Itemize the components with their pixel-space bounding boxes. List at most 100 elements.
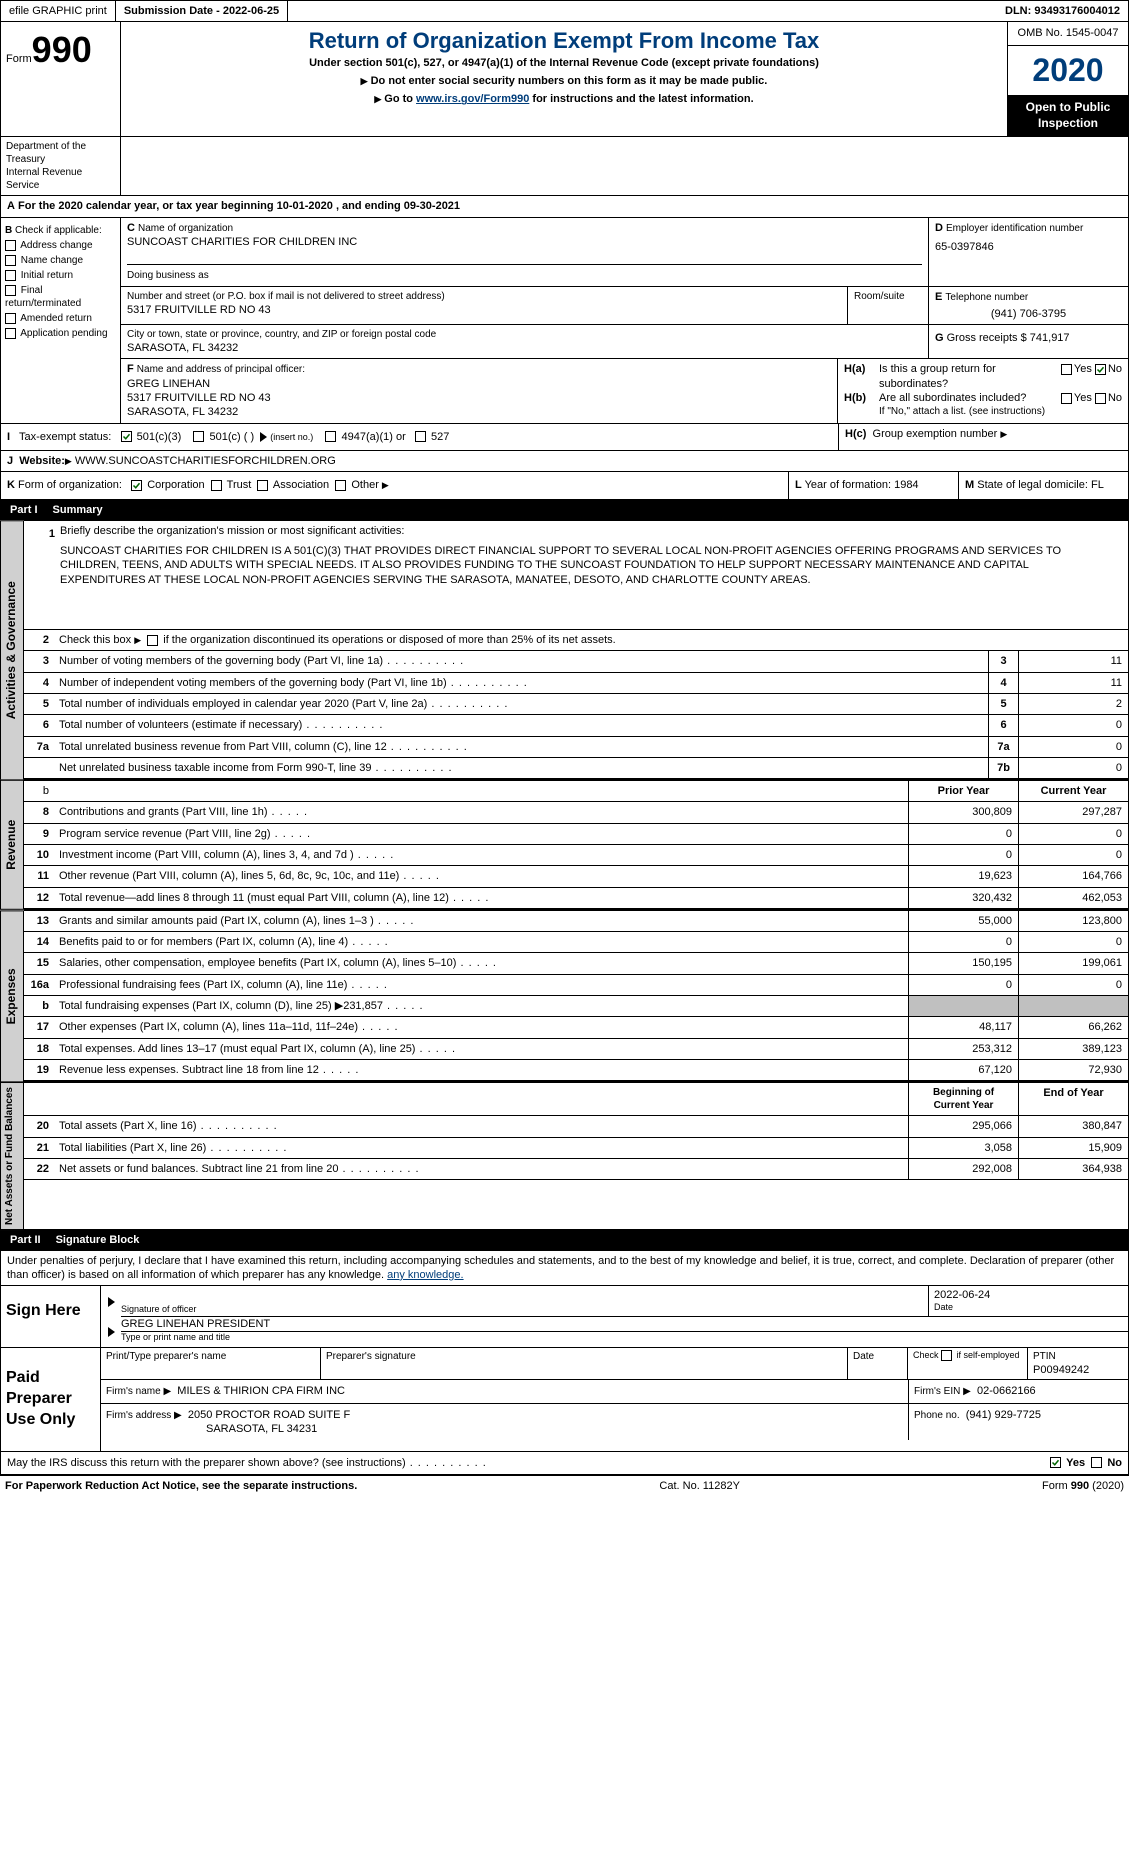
officer-name-title: GREG LINEHAN PRESIDENT	[121, 1317, 1128, 1331]
title-block: Return of Organization Exempt From Incom…	[121, 22, 1008, 136]
cb-527[interactable]	[415, 431, 426, 442]
summary-row: 15 Salaries, other compensation, employe…	[24, 953, 1128, 974]
form-title: Return of Organization Exempt From Incom…	[126, 27, 1002, 56]
cb-amended[interactable]	[5, 313, 16, 324]
discuss-row: May the IRS discuss this return with the…	[0, 1452, 1129, 1475]
paid-preparer-block: Paid Preparer Use Only Print/Type prepar…	[0, 1348, 1129, 1451]
cb-4947[interactable]	[325, 431, 336, 442]
cb-final[interactable]	[5, 285, 16, 296]
paperwork-notice: For Paperwork Reduction Act Notice, see …	[5, 1479, 357, 1493]
org-name: SUNCOAST CHARITIES FOR CHILDREN INC	[127, 235, 922, 249]
preparer-phone: (941) 929-7725	[966, 1409, 1041, 1421]
paid-preparer-label: Paid Preparer Use Only	[1, 1348, 101, 1450]
sign-here-block: Sign Here Signature of officer 2022-06-2…	[0, 1286, 1129, 1348]
goto-post: for instructions and the latest informat…	[529, 93, 753, 105]
summary-row: 12 Total revenue—add lines 8 through 11 …	[24, 888, 1128, 909]
tax-year: 2020	[1008, 46, 1128, 97]
caret-icon	[108, 1327, 115, 1337]
governance-section: Activities & Governance 1Briefly describ…	[0, 520, 1129, 780]
a-label: A	[7, 200, 15, 212]
phone: (941) 706-3795	[935, 307, 1122, 321]
form-label: Form	[6, 53, 32, 65]
summary-row: Net unrelated business taxable income fr…	[24, 758, 1128, 779]
cb-discuss-no[interactable]	[1091, 1457, 1102, 1468]
cb-ha-no[interactable]	[1095, 364, 1106, 375]
summary-row: b Total fundraising expenses (Part IX, c…	[24, 996, 1128, 1017]
caret-icon	[108, 1297, 115, 1307]
period-row: A For the 2020 calendar year, or tax yea…	[0, 196, 1129, 217]
cb-trust[interactable]	[211, 480, 222, 491]
cb-other[interactable]	[335, 480, 346, 491]
form-number-box: Form990	[1, 22, 121, 136]
summary-row: 6 Total number of volunteers (estimate i…	[24, 715, 1128, 736]
sig-date: 2022-06-24	[934, 1288, 1123, 1302]
summary-row: 11 Other revenue (Part VIII, column (A),…	[24, 866, 1128, 887]
year-formation: 1984	[894, 479, 918, 491]
summary-row: 10 Investment income (Part VIII, column …	[24, 845, 1128, 866]
summary-row: 7a Total unrelated business revenue from…	[24, 737, 1128, 758]
summary-row: 22 Net assets or fund balances. Subtract…	[24, 1159, 1128, 1180]
cb-assoc[interactable]	[257, 480, 268, 491]
summary-row: 21 Total liabilities (Part X, line 26) 3…	[24, 1138, 1128, 1159]
form-number: 990	[32, 29, 92, 70]
city: SARASOTA, FL 34232	[127, 341, 922, 355]
side-governance: Activities & Governance	[0, 520, 24, 780]
cb-discuss-yes[interactable]	[1050, 1457, 1061, 1468]
open-public: Open to Public Inspection	[1008, 96, 1128, 136]
revenue-section: Revenue b Prior Year Current Year 8 Cont…	[0, 780, 1129, 910]
cb-app[interactable]	[5, 328, 16, 339]
goto-link[interactable]: www.irs.gov/Form990	[416, 93, 529, 105]
part2-header: Part II Signature Block	[0, 1230, 1129, 1250]
summary-row: 4 Number of independent voting members o…	[24, 673, 1128, 694]
firm-ein: 02-0662166	[977, 1385, 1036, 1397]
form-title-section: Form990 Return of Organization Exempt Fr…	[0, 22, 1129, 137]
officer-addr2: SARASOTA, FL 34232	[127, 405, 831, 419]
officer-addr1: 5317 FRUITVILLE RD NO 43	[127, 391, 831, 405]
dln: DLN: 93493176004012	[997, 1, 1128, 21]
right-info-box: OMB No. 1545-0047 2020 Open to Public In…	[1008, 22, 1128, 136]
period-text: For the 2020 calendar year, or tax year …	[18, 200, 460, 212]
cb-discontinued[interactable]	[147, 635, 158, 646]
part1-header: Part I Summary	[0, 500, 1129, 520]
cb-hb-yes[interactable]	[1061, 393, 1072, 404]
summary-row: 17 Other expenses (Part IX, column (A), …	[24, 1017, 1128, 1038]
expenses-section: Expenses 13 Grants and similar amounts p…	[0, 910, 1129, 1082]
firm-addr1: 2050 PROCTOR ROAD SUITE F	[188, 1409, 350, 1421]
cb-501c3[interactable]	[121, 431, 132, 442]
header-bar: efile GRAPHIC print Submission Date - 20…	[0, 0, 1129, 22]
cb-501c[interactable]	[193, 431, 204, 442]
dept-treasury: Department of the Treasury Internal Reve…	[1, 137, 121, 195]
cb-corp[interactable]	[131, 480, 142, 491]
firm-name: MILES & THIRION CPA FIRM INC	[177, 1385, 345, 1397]
summary-row: 20 Total assets (Part X, line 16) 295,06…	[24, 1116, 1128, 1137]
website: WWW.SUNCOASTCHARITIESFORCHILDREN.ORG	[75, 454, 336, 468]
cb-name[interactable]	[5, 255, 16, 266]
summary-row: 8 Contributions and grants (Part VIII, l…	[24, 802, 1128, 823]
declaration: Under penalties of perjury, I declare th…	[0, 1251, 1129, 1287]
omb-number: OMB No. 1545-0047	[1008, 22, 1128, 45]
cb-initial[interactable]	[5, 270, 16, 281]
summary-row: 5 Total number of individuals employed i…	[24, 694, 1128, 715]
form-org-row: K Form of organization: Corporation Trus…	[0, 472, 1129, 499]
ein: 65-0397846	[935, 240, 1122, 254]
cb-address[interactable]	[5, 240, 16, 251]
cb-ha-yes[interactable]	[1061, 364, 1072, 375]
cb-hb-no[interactable]	[1095, 393, 1106, 404]
net-section: Net Assets or Fund Balances Beginning of…	[0, 1082, 1129, 1230]
main-info-block: B Check if applicable: Address change Na…	[0, 218, 1129, 424]
firm-addr2: SARASOTA, FL 34231	[206, 1422, 903, 1436]
ssn-note: Do not enter social security numbers on …	[371, 75, 768, 87]
efile-label: efile GRAPHIC print	[1, 1, 116, 21]
summary-row: 13 Grants and similar amounts paid (Part…	[24, 911, 1128, 932]
cb-self-emp[interactable]	[941, 1350, 952, 1361]
summary-row: 19 Revenue less expenses. Subtract line …	[24, 1060, 1128, 1081]
sign-here-label: Sign Here	[1, 1286, 101, 1347]
main-info: C Name of organization SUNCOAST CHARITIE…	[121, 218, 1128, 423]
any-knowledge-link[interactable]: any knowledge.	[387, 1269, 463, 1281]
summary-row: 14 Benefits paid to or for members (Part…	[24, 932, 1128, 953]
summary-row: 3 Number of voting members of the govern…	[24, 651, 1128, 672]
summary-row: 9 Program service revenue (Part VIII, li…	[24, 824, 1128, 845]
street: 5317 FRUITVILLE RD NO 43	[127, 303, 841, 317]
side-net: Net Assets or Fund Balances	[0, 1082, 24, 1230]
form-subtitle: Under section 501(c), 527, or 4947(a)(1)…	[126, 56, 1002, 70]
